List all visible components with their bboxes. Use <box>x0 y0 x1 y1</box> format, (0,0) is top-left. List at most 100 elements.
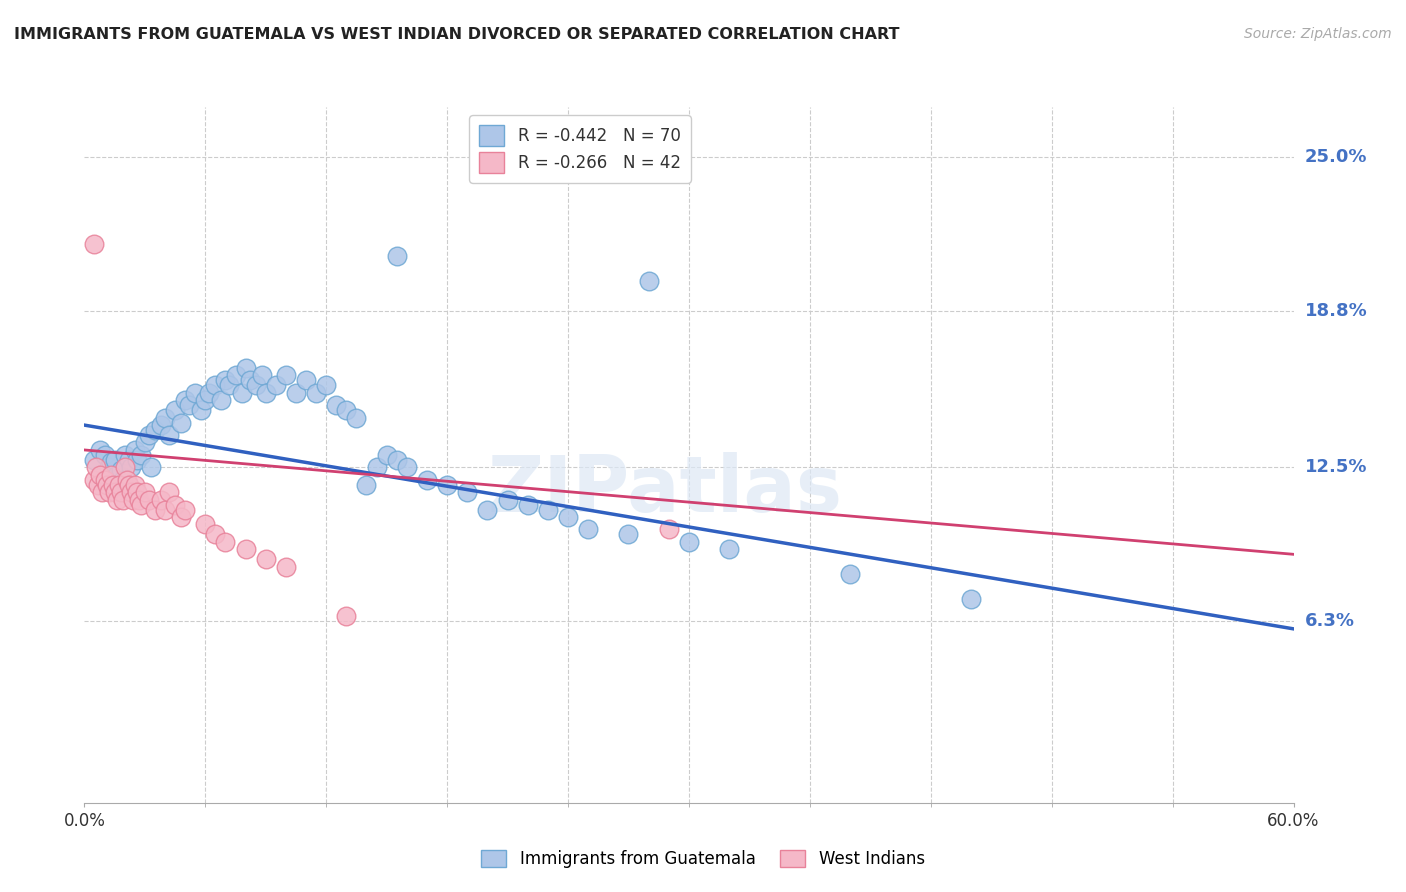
Point <box>274 559 297 574</box>
Point <box>284 385 308 400</box>
Point <box>235 542 257 557</box>
Point <box>960 592 983 607</box>
Point <box>179 398 201 412</box>
Point <box>114 460 136 475</box>
Point <box>93 473 115 487</box>
Point <box>104 485 127 500</box>
Point <box>101 477 124 491</box>
Point <box>157 428 180 442</box>
Point <box>153 502 176 516</box>
Point <box>129 448 152 462</box>
Point <box>143 502 166 516</box>
Point <box>107 477 129 491</box>
Point <box>97 460 120 475</box>
Point <box>225 368 247 383</box>
Text: 6.3%: 6.3% <box>1305 613 1354 631</box>
Point <box>209 393 232 408</box>
Point <box>305 385 328 400</box>
Point <box>83 453 105 467</box>
Point <box>174 393 197 408</box>
Point <box>170 416 193 430</box>
Point <box>204 527 226 541</box>
Point <box>718 542 741 557</box>
Point <box>110 463 132 477</box>
Point <box>190 403 212 417</box>
Point <box>194 393 217 408</box>
Point <box>436 477 458 491</box>
Point <box>557 510 579 524</box>
Text: IMMIGRANTS FROM GUATEMALA VS WEST INDIAN DIVORCED OR SEPARATED CORRELATION CHART: IMMIGRANTS FROM GUATEMALA VS WEST INDIAN… <box>14 27 900 42</box>
Point <box>97 485 120 500</box>
Text: 25.0%: 25.0% <box>1305 148 1367 166</box>
Legend: Immigrants from Guatemala, West Indians: Immigrants from Guatemala, West Indians <box>474 843 932 875</box>
Point <box>456 485 478 500</box>
Point <box>89 442 111 457</box>
Point <box>118 477 141 491</box>
Legend: R = -0.442   N = 70, R = -0.266   N = 42: R = -0.442 N = 70, R = -0.266 N = 42 <box>470 115 690 183</box>
Point <box>115 473 138 487</box>
Point <box>325 398 347 412</box>
Point <box>110 485 132 500</box>
Point <box>124 477 146 491</box>
Point <box>254 552 277 566</box>
Point <box>83 473 105 487</box>
Point <box>204 378 226 392</box>
Point <box>153 410 176 425</box>
Point <box>254 385 277 400</box>
Point <box>118 453 141 467</box>
Point <box>83 236 105 251</box>
Point <box>346 410 368 425</box>
Point <box>198 385 221 400</box>
Point <box>416 473 439 487</box>
Point <box>100 467 122 482</box>
Point <box>93 448 115 462</box>
Point <box>124 442 146 457</box>
Point <box>235 361 257 376</box>
Point <box>274 368 297 383</box>
Point <box>335 403 357 417</box>
Point <box>375 448 398 462</box>
Point <box>125 485 148 500</box>
Point <box>143 423 166 437</box>
Point <box>165 498 187 512</box>
Point <box>637 274 659 288</box>
Point <box>516 498 538 512</box>
Point <box>104 453 127 467</box>
Point <box>194 517 217 532</box>
Point <box>165 403 187 417</box>
Point <box>295 373 318 387</box>
Point <box>149 492 172 507</box>
Point <box>89 467 111 482</box>
Point <box>111 473 134 487</box>
Point <box>395 460 418 475</box>
Point <box>114 448 136 462</box>
Point <box>111 492 134 507</box>
Point <box>105 467 128 482</box>
Point <box>658 523 681 537</box>
Point <box>184 385 207 400</box>
Point <box>496 492 519 507</box>
Point <box>315 378 337 392</box>
Point <box>120 460 142 475</box>
Point <box>214 373 236 387</box>
Point <box>149 418 172 433</box>
Point <box>477 502 499 516</box>
Text: 18.8%: 18.8% <box>1305 301 1368 320</box>
Point <box>385 249 408 263</box>
Text: Source: ZipAtlas.com: Source: ZipAtlas.com <box>1244 27 1392 41</box>
Point <box>120 485 142 500</box>
Point <box>576 523 599 537</box>
Point <box>174 502 197 516</box>
Point <box>138 428 160 442</box>
Point <box>87 477 110 491</box>
Point <box>86 460 108 475</box>
Point <box>366 460 388 475</box>
Point <box>839 567 862 582</box>
Point <box>125 453 148 467</box>
Point <box>245 378 267 392</box>
Point <box>250 368 273 383</box>
Point <box>617 527 640 541</box>
Point <box>335 609 357 624</box>
Point <box>121 492 143 507</box>
Point <box>214 534 236 549</box>
